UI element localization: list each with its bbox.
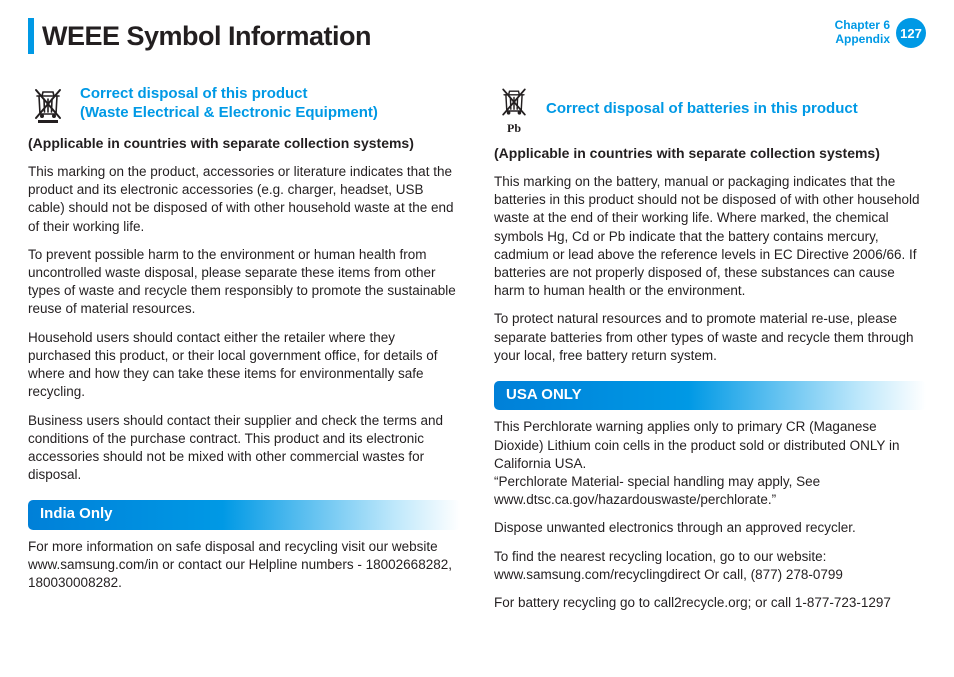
disposal-product-title-l1: Correct disposal of this product [80, 85, 378, 104]
chapter-label: Chapter 6 Appendix [835, 19, 890, 47]
india-only-body: For more information on safe disposal an… [28, 538, 460, 593]
right-subhead: (Applicable in countries with separate c… [494, 144, 926, 163]
usa-p1: This Perchlorate warning applies only to… [494, 418, 926, 473]
usa-p5: For battery recycling go to call2recycle… [494, 594, 926, 612]
usa-only-header: USA ONLY [494, 381, 926, 410]
left-p3: Household users should contact either th… [28, 329, 460, 402]
right-column: Pb Correct disposal of batteries in this… [494, 84, 926, 622]
india-only-header: India Only [28, 500, 460, 529]
left-p2: To prevent possible harm to the environm… [28, 246, 460, 319]
page: WEEE Symbol Information Chapter 6 Append… [0, 0, 954, 677]
left-column: Correct disposal of this product (Waste … [28, 84, 460, 622]
right-p2: To protect natural resources and to prom… [494, 310, 926, 365]
weee-bin-pb-icon: Pb [494, 84, 534, 134]
weee-bin-icon [28, 84, 68, 124]
chapter-block: Chapter 6 Appendix 127 [835, 18, 926, 48]
chapter-line2: Appendix [835, 33, 890, 47]
page-title: WEEE Symbol Information [42, 21, 371, 52]
disposal-product-title-l2: (Waste Electrical & Electronic Equipment… [80, 104, 378, 123]
title-accent-bar [28, 18, 34, 54]
disposal-product-heading: Correct disposal of this product (Waste … [28, 84, 460, 124]
right-p1: This marking on the battery, manual or p… [494, 173, 926, 301]
title-block: WEEE Symbol Information [28, 18, 371, 54]
chapter-line1: Chapter 6 [835, 19, 890, 33]
page-number: 127 [896, 18, 926, 48]
disposal-battery-title: Correct disposal of batteries in this pr… [546, 100, 858, 119]
disposal-battery-heading: Pb Correct disposal of batteries in this… [494, 84, 926, 134]
left-p4: Business users should contact their supp… [28, 412, 460, 485]
usa-p3: Dispose unwanted electronics through an … [494, 519, 926, 537]
content-columns: Correct disposal of this product (Waste … [28, 84, 926, 622]
usa-p2: “Perchlorate Material- special handling … [494, 473, 926, 509]
page-header: WEEE Symbol Information Chapter 6 Append… [28, 18, 926, 54]
disposal-product-title: Correct disposal of this product (Waste … [80, 85, 378, 123]
pb-label: Pb [494, 120, 534, 136]
usa-p4: To find the nearest recycling location, … [494, 548, 926, 584]
left-subhead: (Applicable in countries with separate c… [28, 134, 460, 153]
left-p1: This marking on the product, accessories… [28, 163, 460, 236]
